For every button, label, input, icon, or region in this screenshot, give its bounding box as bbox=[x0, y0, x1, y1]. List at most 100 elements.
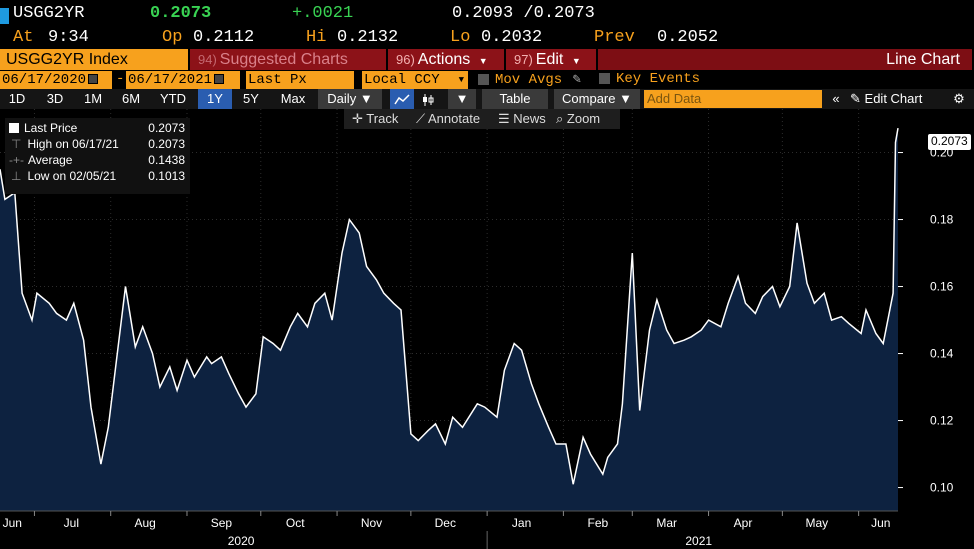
actions-menu[interactable]: 96) Actions ▼ bbox=[388, 49, 504, 70]
high-marker-icon: ⊤ bbox=[11, 137, 22, 151]
compare-label: Compare bbox=[562, 91, 616, 106]
end-date-value: 06/17/2021 bbox=[128, 72, 213, 88]
edit-label: Edit bbox=[535, 51, 564, 68]
legend-low-label: Low on 02/05/21 bbox=[27, 169, 117, 183]
chevron-down-icon: ▼ bbox=[619, 91, 632, 106]
range-bar: 06/17/2020 - 06/17/2021 Last Px Local CC… bbox=[0, 71, 974, 89]
candlestick-icon[interactable] bbox=[416, 89, 440, 109]
quote-time: 9:34 bbox=[48, 28, 89, 47]
compare-button[interactable]: Compare ▼ bbox=[554, 89, 640, 109]
calendar-icon[interactable] bbox=[214, 74, 225, 85]
chevron-down-icon: ▼ bbox=[359, 91, 373, 106]
low-value: 0.2032 bbox=[481, 28, 543, 47]
period-3d[interactable]: 3D bbox=[46, 91, 64, 106]
gear-icon[interactable]: ⚙ bbox=[953, 91, 965, 106]
period-5y[interactable]: 5Y bbox=[243, 91, 259, 106]
last-price: 0.2073 bbox=[150, 4, 212, 23]
suggested-charts-label: Suggested Charts bbox=[219, 51, 348, 68]
calendar-icon[interactable] bbox=[88, 74, 99, 85]
edit-chart-button[interactable]: ✎ Edit Chart bbox=[850, 89, 946, 109]
y-tick-label: 0.16 bbox=[930, 280, 954, 294]
open-value: 0.2112 bbox=[193, 28, 255, 47]
chart-tools: ✛ Track ⟋ Annotate ☰ News ⌕ Zoom bbox=[344, 109, 620, 129]
period-max[interactable]: Max bbox=[280, 91, 306, 106]
range-dash: - bbox=[116, 71, 125, 87]
key-events-toggle[interactable]: Key Events bbox=[599, 71, 700, 87]
x-tick-label: Jun bbox=[3, 516, 22, 530]
bid-ask: 0.2093 /0.2073 bbox=[452, 4, 595, 23]
currency-selector[interactable]: Local CCY ▼ bbox=[362, 71, 468, 89]
y-tick-label: 0.14 bbox=[930, 347, 954, 361]
period-1d[interactable]: 1D bbox=[8, 91, 26, 106]
table-button[interactable]: Table bbox=[482, 89, 548, 109]
collapse-icon[interactable]: « bbox=[832, 91, 840, 106]
legend-low: ⊥ Low on 02/05/21 0.1013 bbox=[9, 168, 187, 184]
track-label: Track bbox=[366, 111, 399, 126]
legend-average: -+- Average 0.1438 bbox=[9, 152, 187, 168]
legend-last-price-value: 0.2073 bbox=[148, 121, 185, 135]
edit-chart-label: Edit Chart bbox=[864, 91, 923, 106]
security-field[interactable]: USGG2YR Index bbox=[0, 49, 188, 70]
news-icon: ☰ bbox=[498, 111, 510, 126]
start-date-field[interactable]: 06/17/2020 bbox=[0, 71, 112, 89]
legend-high-value: 0.2073 bbox=[148, 137, 185, 151]
y-tick-label: 0.18 bbox=[930, 213, 954, 227]
mov-avgs-label: Mov Avgs bbox=[495, 72, 563, 88]
chart-type-title: Line Chart bbox=[598, 49, 972, 70]
legend-high-label: High on 06/17/21 bbox=[27, 137, 119, 151]
chart-area[interactable]: 0.10 0.12 0.14 0.16 0.18 0.20 Jun Jul Aug Sep Oct… bbox=[0, 109, 974, 549]
y-tick-label: 0.12 bbox=[930, 414, 954, 428]
frequency-selector[interactable]: Daily ▼ bbox=[318, 89, 382, 109]
average-marker-icon: -+- bbox=[9, 153, 24, 167]
news-tool[interactable]: ☰ News bbox=[498, 109, 546, 129]
suggested-charts-number: 94) bbox=[198, 52, 217, 67]
line-chart-icon[interactable] bbox=[390, 89, 414, 109]
price-chart[interactable]: 0.100.120.140.160.180.20 Jun Jul Aug Sep Oct… bbox=[0, 109, 974, 549]
period-ytd[interactable]: YTD bbox=[160, 91, 186, 106]
x-tick-label: Apr bbox=[734, 516, 753, 530]
edit-menu[interactable]: 97) Edit ▼ bbox=[506, 49, 596, 70]
magnifier-icon: ⌕ bbox=[556, 111, 564, 126]
checkbox-icon[interactable] bbox=[478, 73, 489, 85]
quote-bar: USGG2YR 0.2073 +.0021 0.2093 /0.2073 bbox=[0, 0, 974, 28]
chevron-down-icon: ▼ bbox=[478, 56, 488, 66]
x-year-label: 2020 bbox=[228, 534, 255, 548]
period-1m[interactable]: 1M bbox=[83, 91, 103, 106]
pencil-icon[interactable]: ✎ bbox=[572, 72, 582, 88]
menu-bar: USGG2YR Index 94) Suggested Charts 96) Act… bbox=[0, 49, 974, 70]
field-selector[interactable]: Last Px bbox=[246, 71, 354, 89]
news-label: News bbox=[513, 111, 546, 126]
at-label: At bbox=[13, 28, 34, 47]
ticker-symbol: USGG2YR bbox=[13, 4, 85, 23]
last-value-tag: 0.2073 bbox=[928, 134, 971, 150]
x-tick-label: Aug bbox=[134, 516, 155, 530]
x-axis: Jun Jul Aug Sep Oct Nov Dec Jan Feb Mar Apr May Jun 2… bbox=[0, 510, 898, 549]
series-swatch bbox=[9, 123, 19, 133]
track-tool[interactable]: ✛ Track bbox=[352, 109, 398, 129]
actions-number: 96) bbox=[396, 52, 415, 67]
prev-label: Prev bbox=[594, 28, 635, 47]
legend-average-label: Average bbox=[28, 153, 73, 167]
mov-avgs-toggle[interactable]: Mov Avgs ✎ bbox=[478, 71, 581, 88]
chart-style-dropdown[interactable]: ▼ bbox=[448, 89, 476, 109]
period-1y[interactable]: 1Y bbox=[198, 89, 232, 109]
annotate-label: Annotate bbox=[428, 111, 481, 126]
currency-value: Local CCY bbox=[364, 72, 440, 88]
low-label: Lo bbox=[450, 28, 471, 47]
x-year-label: 2021 bbox=[685, 534, 712, 548]
x-tick-label: Mar bbox=[656, 516, 677, 530]
annotate-tool[interactable]: ⟋ Annotate bbox=[416, 109, 480, 129]
period-toolbar: 1D 3D 1M 6M YTD 1Y 5Y Max Daily ▼ ▼ Tabl… bbox=[0, 89, 974, 109]
checkbox-icon[interactable] bbox=[599, 72, 610, 84]
stats-bar: At 9:34 Op 0.2112 Hi 0.2132 Lo 0.2032 Pr… bbox=[0, 28, 974, 48]
suggested-charts-button[interactable]: 94) Suggested Charts bbox=[190, 49, 386, 70]
end-date-field[interactable]: 06/17/2021 bbox=[126, 71, 240, 89]
chevron-down-icon: ▼ bbox=[458, 75, 464, 85]
period-6m[interactable]: 6M bbox=[121, 91, 141, 106]
line-draw-icon: ⟋ bbox=[416, 111, 426, 126]
zoom-tool[interactable]: ⌕ Zoom bbox=[556, 109, 600, 129]
add-data-input[interactable]: Add Data bbox=[644, 90, 822, 108]
x-tick-label: Jul bbox=[64, 516, 79, 530]
low-marker-icon: ⊥ bbox=[11, 169, 22, 183]
key-events-label: Key Events bbox=[616, 71, 701, 87]
